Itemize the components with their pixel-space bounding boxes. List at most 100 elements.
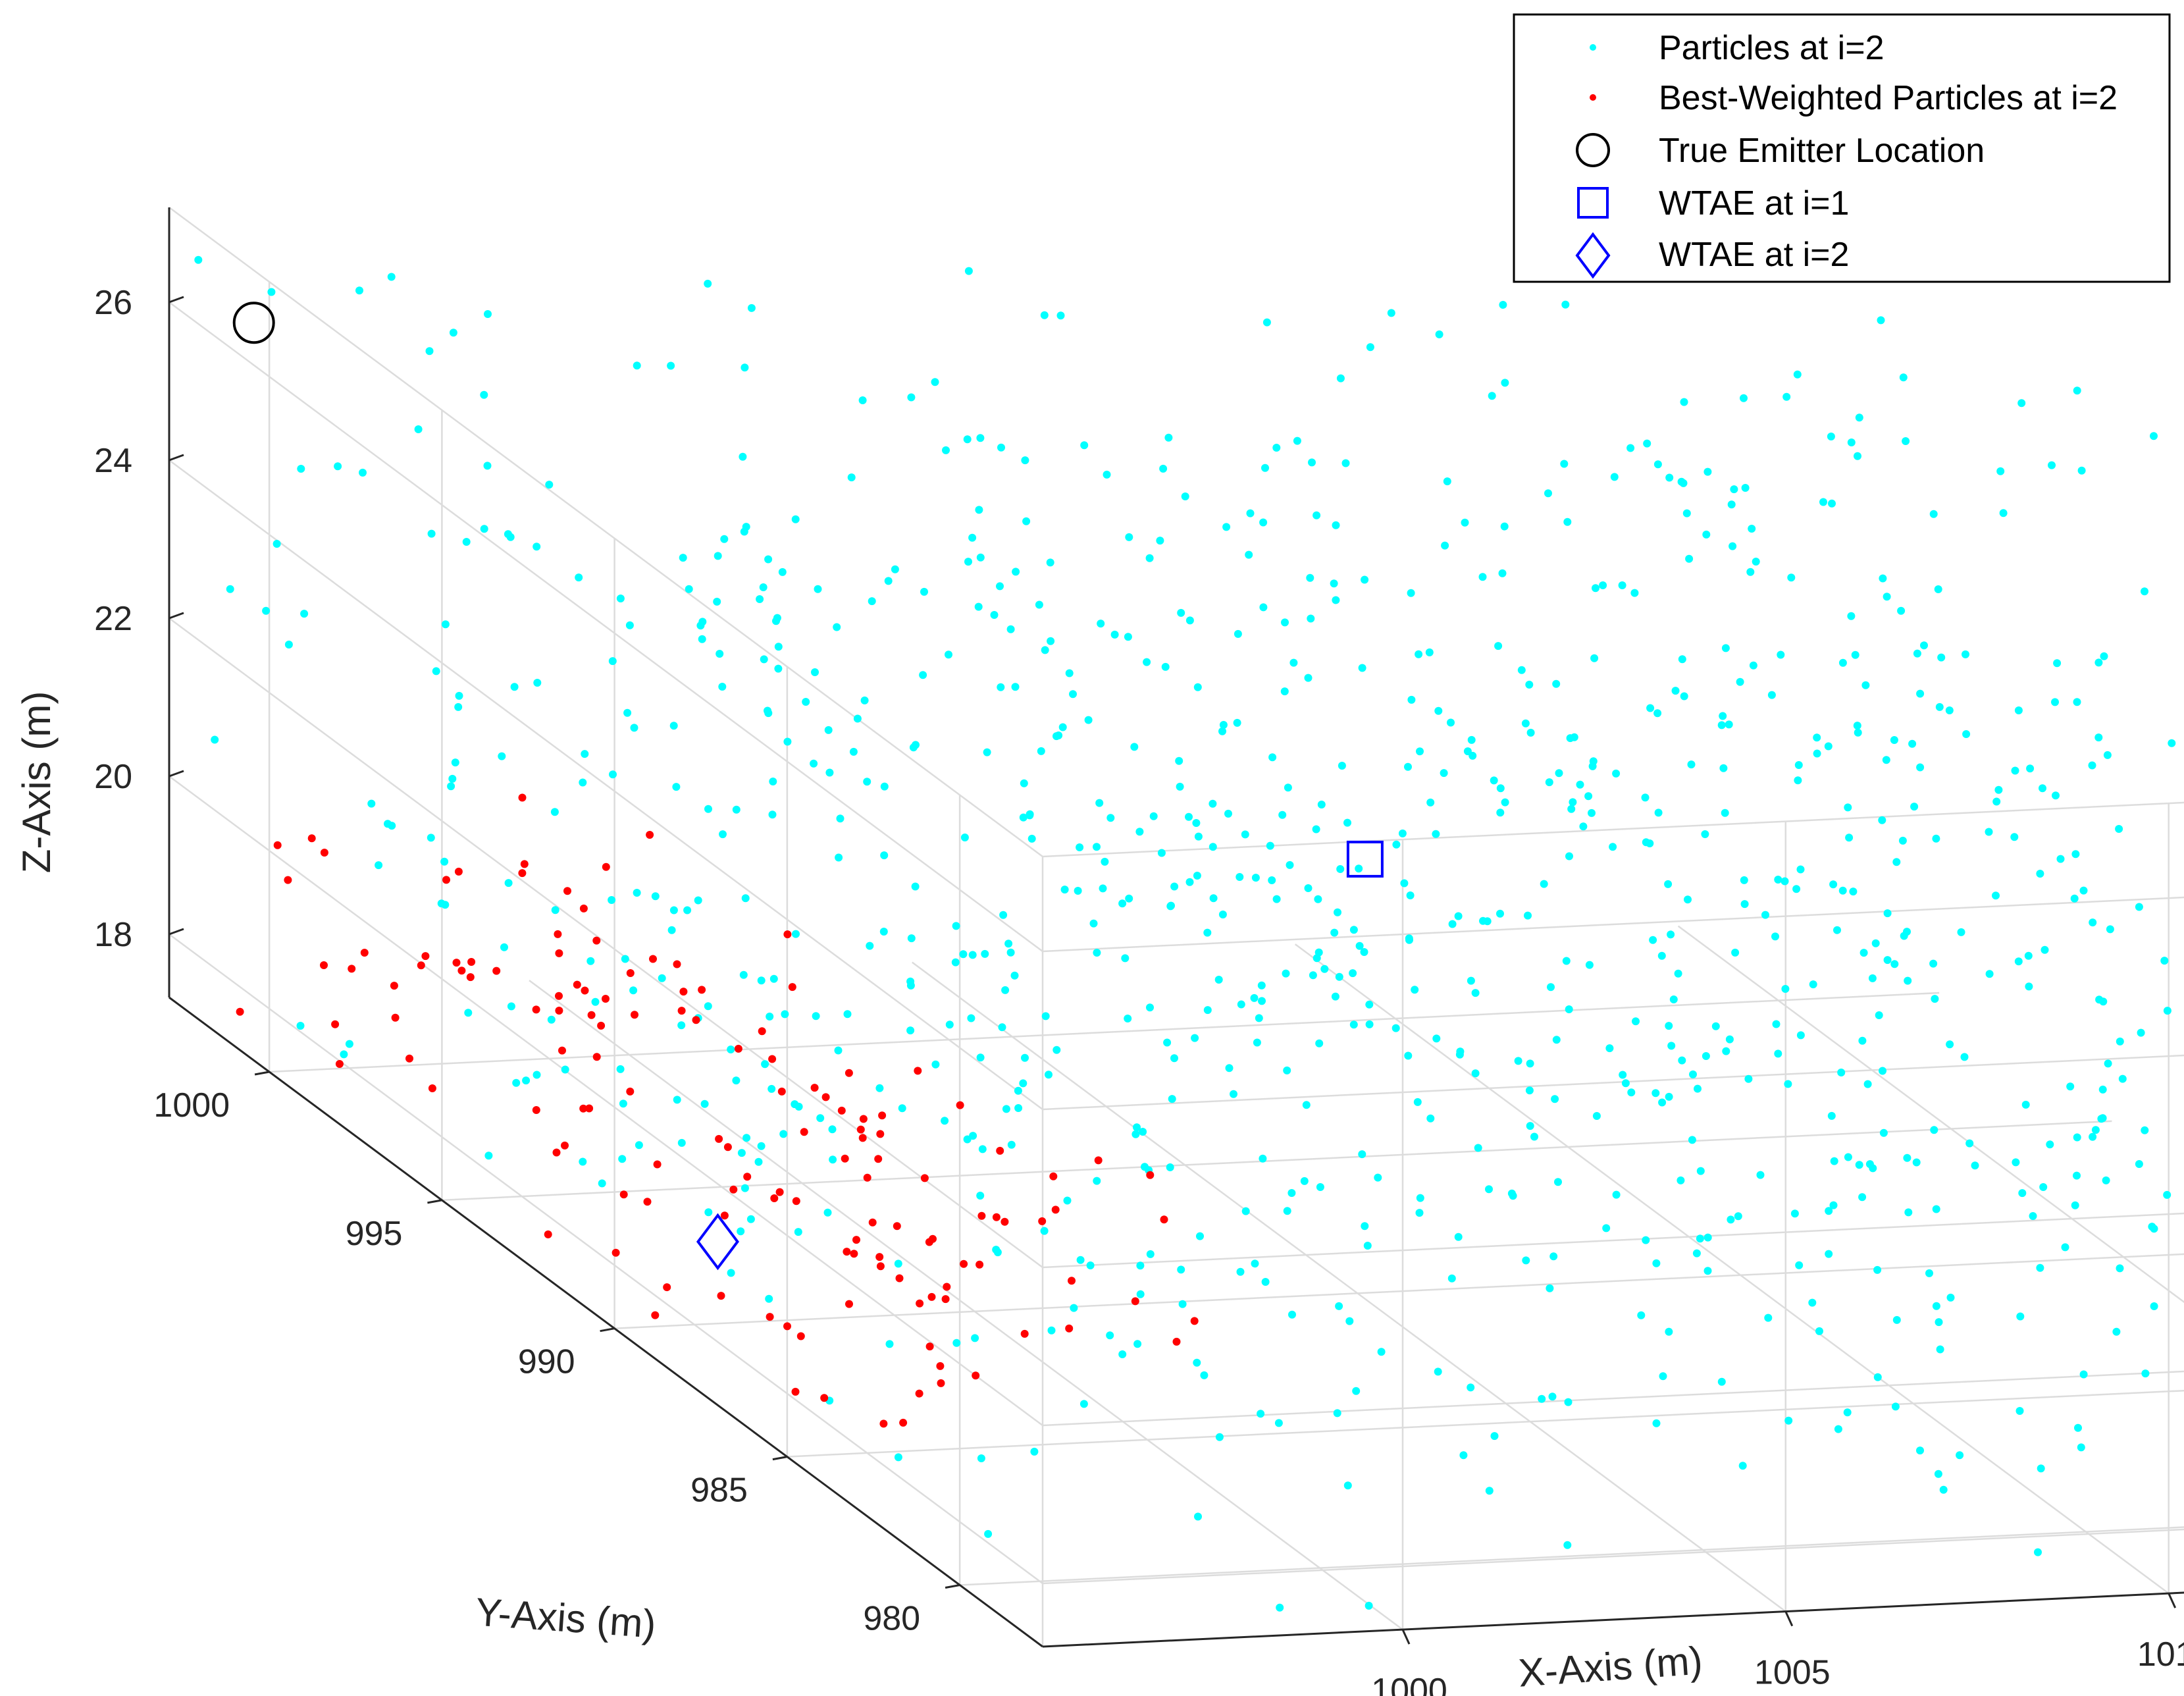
particle-point [1035, 600, 1043, 609]
particle-point [1999, 509, 2008, 517]
particle-point [1392, 840, 1401, 849]
best-weighted-point [673, 960, 681, 968]
particle-point [920, 587, 928, 596]
particle-point [484, 310, 492, 318]
particle-point [698, 618, 707, 626]
particle-point [1685, 554, 1694, 563]
particle-point [1435, 330, 1443, 338]
particle-point [1219, 721, 1228, 729]
grid-line [614, 1253, 2184, 1329]
particle-point [1443, 477, 1451, 486]
particle-point [454, 702, 463, 711]
best-weighted-point [766, 1313, 774, 1321]
best-weighted-point [841, 1154, 849, 1163]
particle-point [550, 808, 559, 816]
best-weighted-point [820, 1394, 829, 1402]
particle-point [1056, 311, 1065, 320]
particle-point [1784, 1416, 1793, 1425]
best-weighted-point [936, 1362, 945, 1370]
best-weighted-point [858, 1134, 867, 1142]
particle-point [1076, 843, 1084, 851]
particle-point [1063, 1196, 1072, 1205]
particle-point [1233, 718, 1241, 727]
particle-point [919, 671, 927, 679]
particle-point [1664, 880, 1673, 888]
particle-point [1717, 1377, 1726, 1386]
particle-point [1602, 1224, 1611, 1232]
particle-point [1246, 509, 1255, 517]
particle-point [609, 770, 617, 779]
particle-point [1680, 692, 1688, 701]
particle-point [1994, 785, 2003, 794]
particle-point [1404, 1051, 1413, 1060]
best-weighted-point [631, 1011, 638, 1019]
particle-point [1387, 309, 1395, 317]
particle-point [1652, 1259, 1661, 1267]
best-weighted-point [1160, 1215, 1168, 1224]
particle-point [1551, 1095, 1559, 1103]
z-tick-mark [169, 454, 184, 462]
particle-point [1937, 653, 1946, 662]
best-weighted-point [417, 961, 425, 970]
best-weighted-point [698, 986, 706, 994]
best-weighted-point [874, 1155, 883, 1163]
best-weighted-point [405, 1054, 413, 1063]
best-weighted-point [597, 1021, 606, 1030]
best-weighted-point [717, 1292, 725, 1300]
particle-point [2089, 1132, 2097, 1141]
particle-point [1149, 812, 1158, 820]
particle-point [853, 714, 862, 723]
particle-point [1879, 574, 1887, 583]
particle-point [2150, 432, 2158, 440]
particle-point [1920, 641, 1928, 650]
particle-point [1349, 1020, 1358, 1029]
particle-point [1781, 877, 1789, 886]
y-tick-mark [600, 1327, 615, 1333]
particle-point [1501, 798, 1509, 807]
particle-point [1794, 761, 1803, 769]
grid-line [1042, 1370, 2184, 1427]
particle-point [1965, 1139, 1974, 1148]
particle-point [629, 986, 638, 995]
particle-point [1827, 433, 1835, 440]
particle-point [1701, 830, 1709, 838]
particle-point [1903, 928, 1911, 936]
particle-point [1500, 522, 1509, 531]
particle-point [1046, 558, 1054, 567]
particle-point [1916, 1446, 1924, 1455]
particle-point [714, 552, 722, 560]
particle-point [1902, 437, 1910, 445]
particle-point [2021, 1100, 2030, 1109]
particle-point [1313, 511, 1321, 519]
particle-point [774, 643, 783, 651]
particle-point [875, 1084, 884, 1092]
particle-point [764, 555, 773, 564]
best-weighted-point [554, 930, 562, 938]
particle-point [1253, 1038, 1261, 1047]
particle-point [1592, 584, 1599, 593]
particle-point [1654, 808, 1663, 817]
particle-point [345, 1040, 353, 1048]
axis-lines [168, 207, 2184, 1648]
particle-point [1784, 1080, 1792, 1088]
best-weighted-point [879, 1419, 888, 1428]
particle-point [1844, 1153, 1852, 1161]
particle-point [484, 1152, 493, 1160]
particle-point [1642, 1236, 1650, 1244]
particle-point [1314, 895, 1322, 903]
particle-point [704, 805, 712, 813]
particle-point [512, 1078, 521, 1087]
legend-swatch-particles [1590, 44, 1596, 51]
particle-point [1916, 763, 1925, 772]
particle-point [894, 1453, 902, 1462]
particle-point [2137, 1028, 2145, 1037]
particle-point [1406, 891, 1415, 899]
particle-point [1939, 1485, 1948, 1494]
particle-point [810, 759, 818, 768]
particle-point [1851, 650, 1859, 659]
particle-point [1209, 843, 1217, 851]
best-weighted-point [1020, 1329, 1029, 1338]
particle-point [739, 970, 748, 979]
particle-point [533, 679, 542, 687]
